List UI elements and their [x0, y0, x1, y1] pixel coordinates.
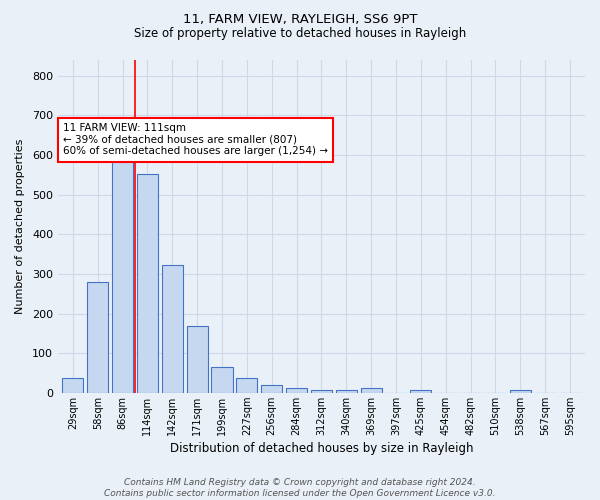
- Bar: [137, 174, 158, 393]
- Bar: [510, 390, 531, 393]
- Bar: [211, 367, 233, 393]
- Text: 11 FARM VIEW: 111sqm
← 39% of detached houses are smaller (807)
60% of semi-deta: 11 FARM VIEW: 111sqm ← 39% of detached h…: [63, 123, 328, 156]
- Bar: [112, 156, 133, 393]
- Bar: [286, 388, 307, 393]
- Bar: [410, 390, 431, 393]
- Bar: [311, 390, 332, 393]
- Text: Size of property relative to detached houses in Rayleigh: Size of property relative to detached ho…: [134, 28, 466, 40]
- X-axis label: Distribution of detached houses by size in Rayleigh: Distribution of detached houses by size …: [170, 442, 473, 455]
- Bar: [162, 265, 183, 393]
- Bar: [361, 388, 382, 393]
- Bar: [236, 378, 257, 393]
- Text: Contains HM Land Registry data © Crown copyright and database right 2024.
Contai: Contains HM Land Registry data © Crown c…: [104, 478, 496, 498]
- Y-axis label: Number of detached properties: Number of detached properties: [15, 138, 25, 314]
- Bar: [261, 385, 283, 393]
- Bar: [62, 378, 83, 393]
- Text: 11, FARM VIEW, RAYLEIGH, SS6 9PT: 11, FARM VIEW, RAYLEIGH, SS6 9PT: [183, 12, 417, 26]
- Bar: [87, 282, 108, 393]
- Bar: [336, 390, 357, 393]
- Bar: [187, 326, 208, 393]
